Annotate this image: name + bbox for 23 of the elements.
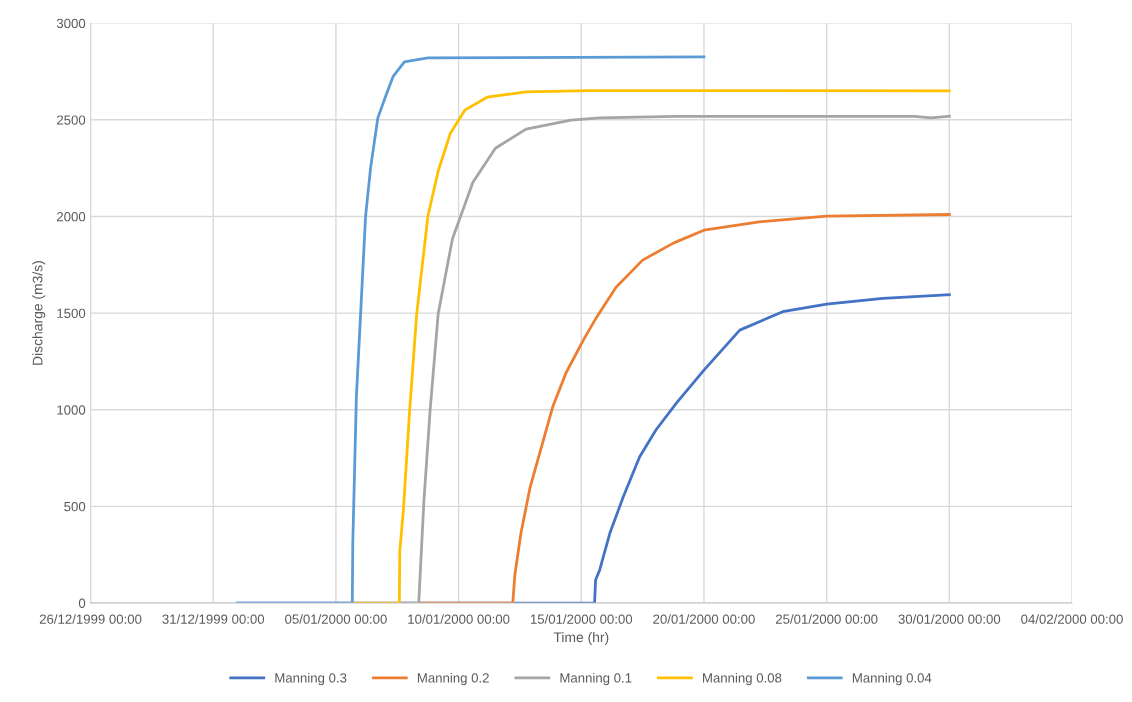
x-axis-title: Time (hr) [553,631,609,645]
y-tick-label: 500 [64,501,86,512]
y-axis-title: Discharge (m3/s) [32,261,46,365]
x-tick-label: 26/12/1999 00:00 [39,614,142,624]
x-tick-label: 04/02/2000 00:00 [1021,614,1123,624]
legend-label: Manning 0.2 [417,672,489,686]
y-tick-label: 3000 [56,18,86,29]
x-tick-label: 30/01/2000 00:00 [898,614,1001,624]
x-tick-label: 31/12/1999 00:00 [162,614,265,624]
y-tick-label: 2500 [57,115,86,125]
x-tick-label: 05/01/2000 00:00 [285,614,387,624]
x-tick-label: 20/01/2000 00:00 [653,614,755,624]
x-tick-label: 25/01/2000 00:00 [775,614,878,624]
y-tick-label: 0 [78,598,86,608]
y-tick-label: 2000 [57,212,86,222]
legend-label: Manning 0.1 [560,672,632,686]
legend-label: Manning 0.08 [703,672,782,686]
y-tick-label: 1000 [57,405,86,415]
x-tick-label: 15/01/2000 00:00 [530,614,633,624]
legend-label: Manning 0.04 [852,672,932,686]
legend-label: Manning 0.3 [275,672,347,686]
y-tick-label: 1500 [57,308,86,318]
x-tick-label: 10/01/2000 00:00 [408,614,510,624]
